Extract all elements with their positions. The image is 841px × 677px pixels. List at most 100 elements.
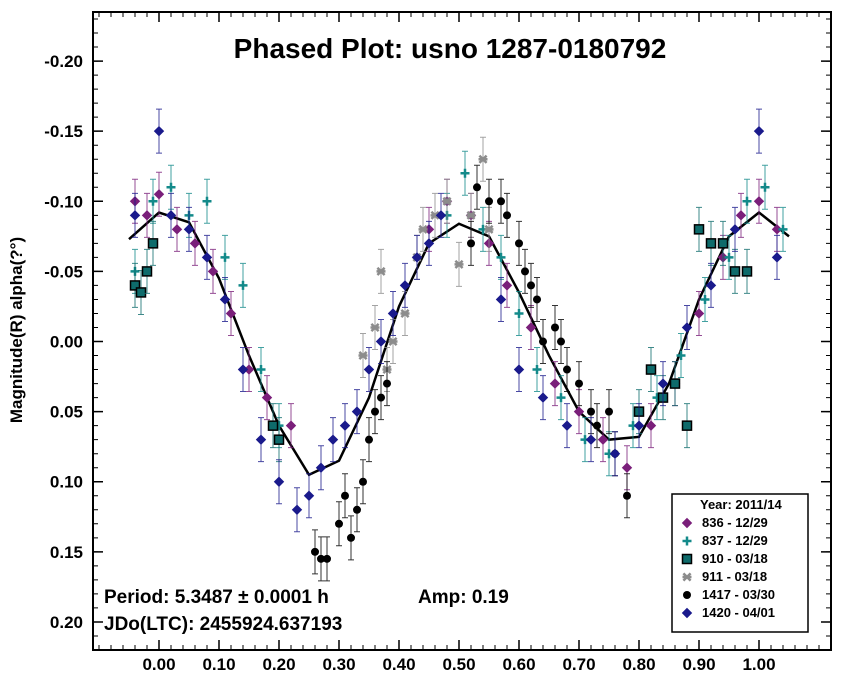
marker-shape [148,196,158,206]
marker-shape [383,379,391,388]
x-tick-label: 0.80 [622,655,655,674]
marker-shape [693,224,705,235]
marker-shape [375,336,387,347]
marker-shape [317,554,325,563]
y-tick-label: -0.05 [44,262,83,281]
data-point [585,434,597,445]
legend-label: 910 - 03/18 [702,551,768,566]
data-point [207,266,219,277]
data-point [742,196,752,206]
data-point [423,238,435,249]
series-2-points [129,206,753,463]
legend-marker [682,536,692,546]
data-point [705,280,717,291]
marker-shape [388,337,398,346]
data-point [669,378,681,389]
data-point [339,420,351,431]
legend-marker [683,591,691,599]
data-point [147,238,159,249]
data-point [753,125,765,137]
marker-shape [681,607,693,619]
marker-shape [717,238,729,249]
marker-shape [682,536,692,546]
legend-label: 1420 - 04/01 [702,605,775,620]
data-point [317,554,325,563]
data-point [724,252,734,262]
data-point [473,183,481,192]
data-point [551,323,559,332]
marker-shape [771,252,783,263]
marker-shape [497,197,505,206]
marker-shape [537,392,549,403]
marker-shape [202,196,212,206]
legend-label: 1417 - 03/30 [702,587,775,602]
data-point [561,420,573,431]
data-point [377,393,385,402]
legend: Year: 2011/14 836 - 12/29 837 - 12/29 910 … [671,493,809,633]
marker-shape [527,281,535,290]
data-point [771,252,783,263]
marker-shape [605,407,613,416]
data-point [485,197,493,206]
y-tick-label: 0.15 [50,543,83,562]
data-point [778,224,788,234]
data-point [285,420,297,431]
marker-shape [365,435,373,444]
marker-shape [681,420,693,431]
marker-shape [645,420,657,431]
data-point [633,420,645,431]
marker-shape [183,224,195,235]
marker-shape [129,210,141,221]
data-point [129,210,141,221]
marker-shape [503,211,511,220]
marker-shape [387,308,399,319]
x-tick-label: 0.00 [142,655,175,674]
marker-shape [533,295,541,304]
data-point [729,224,741,235]
data-point [370,323,380,332]
data-point [676,351,686,361]
marker-shape [291,504,303,515]
data-point [341,491,349,500]
data-point [315,462,327,473]
marker-shape [359,477,367,486]
legend-label: 837 - 12/29 [702,533,768,548]
data-point [495,294,507,305]
marker-shape [467,239,475,248]
data-point [311,547,319,556]
data-point [454,259,464,269]
marker-shape [165,210,177,221]
marker-shape [473,183,481,192]
data-point [363,364,375,375]
data-point [527,281,535,290]
marker-shape [478,154,488,164]
marker-shape [237,364,249,375]
data-point [153,189,165,200]
data-point [623,491,631,500]
data-point [201,252,213,263]
data-points-layer [129,108,788,582]
series-0-points [129,171,783,491]
data-point [303,490,315,501]
data-point [273,434,285,445]
marker-shape [273,476,285,487]
marker-shape [303,490,315,501]
marker-shape [575,379,583,388]
legend-marker [681,607,693,619]
marker-shape [551,323,559,332]
data-point [521,267,529,276]
axis-ticks-layer: 0.00 0.10 0.20 0.30 0.40 0.50 0.60 0.70 0.80 0.90… [44,12,831,674]
marker-shape [724,252,734,262]
marker-shape [485,197,493,206]
marker-shape [255,434,267,445]
data-point [729,266,741,277]
y-tick-label: 0.20 [50,613,83,632]
data-point [273,476,285,487]
marker-shape [514,308,524,318]
marker-shape [585,434,597,445]
marker-shape [376,266,386,276]
marker-shape [315,462,327,473]
marker-shape [189,238,201,249]
marker-shape [683,591,691,599]
